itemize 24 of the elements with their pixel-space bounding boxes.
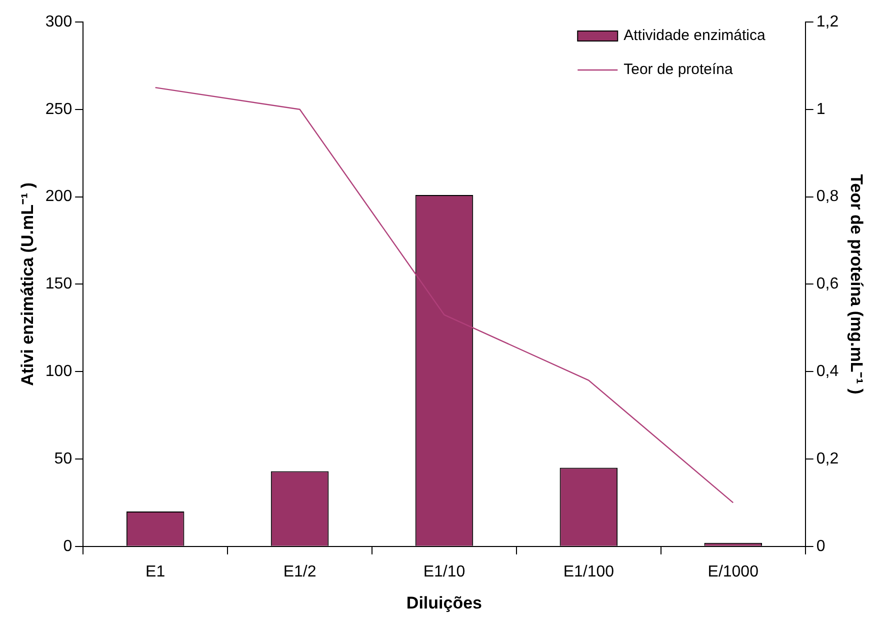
y-tick-label: 300 [45,13,72,30]
x-tick-label: E1/2 [283,563,316,580]
y2-tick-label: 0 [816,538,826,555]
y-tick-label: 250 [45,100,72,118]
y2-tick-label: 1,2 [816,13,839,30]
y-tick-label: 50 [54,450,72,468]
y2-axis-title: Teor de proteína (mg.mL⁻¹ ) [847,174,866,394]
legend-label: Attividade enzimática [624,27,766,44]
y-tick-label: 100 [45,363,72,380]
y-axis-title: Ativi enzimática (U.mL⁻¹ ) [18,182,37,386]
legend-label: Teor de proteína [624,61,734,78]
y2-tick-label: 0,8 [816,188,839,206]
x-tick-label: E1/100 [563,563,614,580]
x-tick-label: E1 [146,563,166,580]
x-tick-label: E/1000 [708,563,759,580]
y2-tick-label: 0,6 [816,276,839,293]
x-axis-title: Diluições [406,593,482,612]
y-tick-label: 200 [45,188,72,206]
y-tick-label: 150 [45,276,72,293]
y2-tick-label: 1 [816,100,826,118]
y2-tick-label: 0,4 [816,363,839,380]
x-tick-label: E1/10 [423,563,466,580]
y2-tick-label: 0,2 [816,450,839,468]
y-tick-label: 0 [63,538,72,555]
